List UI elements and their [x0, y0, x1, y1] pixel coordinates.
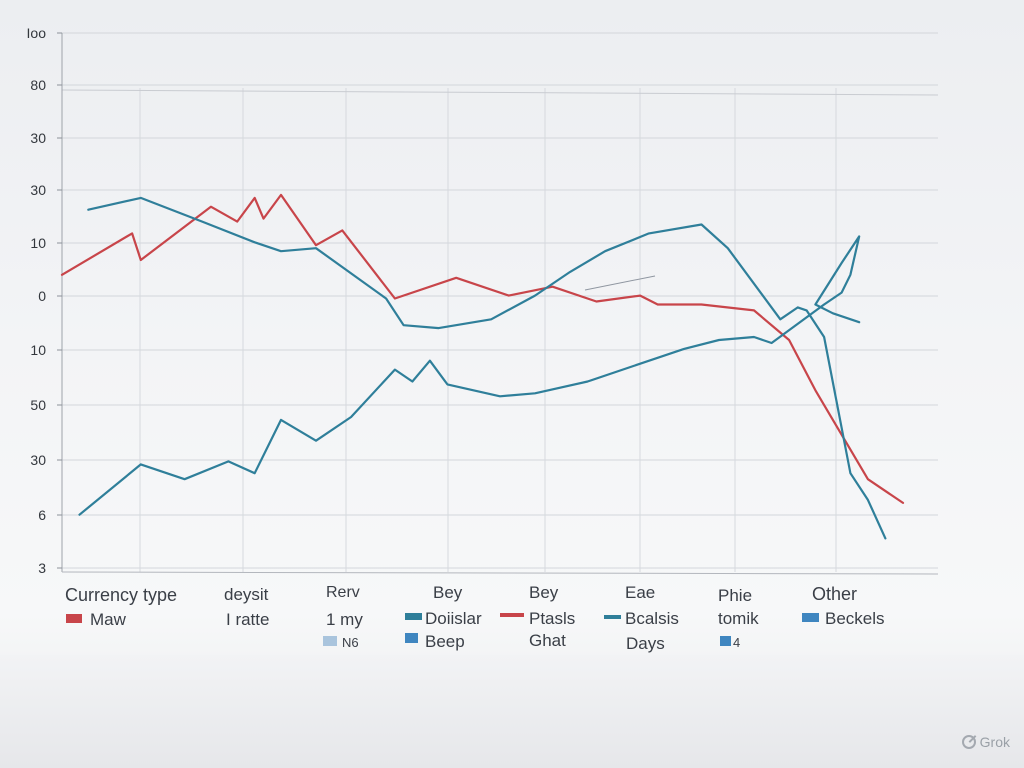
chart-floor-backdrop	[0, 655, 1024, 768]
y-tick-label: 30	[30, 130, 46, 146]
legend-label: Eae	[625, 583, 655, 602]
legend-label: 4	[733, 635, 740, 650]
legend-label: Rerv	[326, 584, 360, 601]
y-tick-label: 30	[30, 182, 46, 198]
y-tick-label: 0	[38, 288, 46, 304]
watermark-label: Grok	[979, 734, 1010, 750]
grok-logo-icon	[961, 735, 976, 749]
legend-label: Bey	[433, 583, 463, 602]
y-tick-label: 50	[30, 397, 46, 413]
legend-label: Phie	[718, 586, 752, 605]
legend-swatch	[720, 636, 731, 646]
legend-swatch	[802, 613, 819, 622]
legend-label: 1 my	[326, 610, 363, 629]
watermark: Grok	[961, 734, 1010, 750]
legend-label: Other	[812, 584, 857, 604]
x-axis-line	[61, 571, 939, 575]
legend-swatch	[323, 636, 337, 646]
chart-series-group	[60, 193, 905, 540]
legend-swatch	[405, 633, 418, 643]
series-line-2	[87, 196, 887, 540]
legend-label: Currency type	[65, 585, 177, 605]
legend-label: Bey	[529, 583, 559, 602]
connector-line	[584, 275, 656, 291]
y-tick-label: 10	[30, 342, 46, 358]
legend-label: I ratte	[226, 610, 269, 629]
legend-label: Bcalsis	[625, 609, 679, 628]
legend-label: Doiislar	[425, 609, 482, 628]
legend-label: Beep	[425, 632, 465, 651]
legend-label: tomik	[718, 609, 759, 628]
y-axis: Ioo 80 30 30 10 0 10 50 30 6 3	[27, 25, 939, 576]
legend-label: Days	[626, 634, 665, 653]
chart-legend: Currency type Maw deysit I ratte Rerv 1 my N6 B…	[65, 583, 885, 653]
grid-line-top	[61, 89, 939, 96]
legend-label: Beckels	[825, 609, 885, 628]
legend-swatch	[604, 615, 621, 619]
legend-label: deysit	[224, 585, 269, 604]
legend-label: Maw	[90, 610, 127, 629]
legend-label: Ghat	[529, 631, 566, 650]
y-tick-label: 3	[38, 560, 46, 576]
chart-grid	[61, 32, 939, 572]
series-line-1	[60, 193, 905, 504]
y-tick-label: 80	[30, 77, 46, 93]
y-tick-label: 6	[38, 507, 46, 523]
legend-swatch	[66, 614, 82, 623]
legend-swatch	[500, 613, 524, 617]
y-tick-label: 10	[30, 235, 46, 251]
series-line-3	[78, 235, 861, 516]
legend-swatch	[405, 613, 422, 620]
y-tick-label: 30	[30, 452, 46, 468]
legend-label: N6	[342, 635, 359, 650]
legend-label: Ptasls	[529, 609, 575, 628]
y-tick-label: Ioo	[27, 25, 47, 41]
